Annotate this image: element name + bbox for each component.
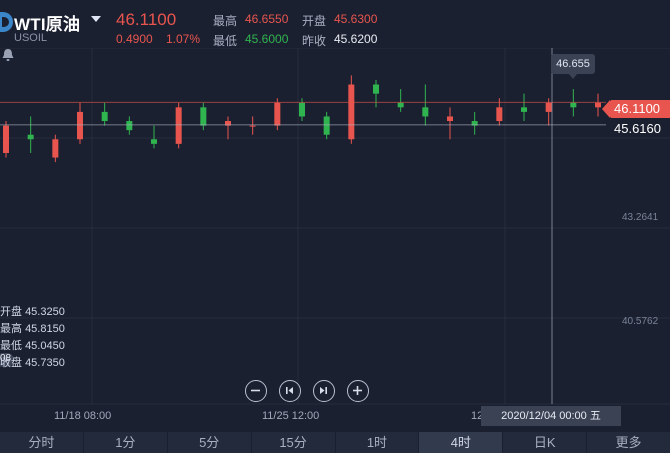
chart-overlays bbox=[0, 48, 606, 404]
quote-header: WTI原油 USOIL 46.1100 0.4900 1.07% 最高 46.6… bbox=[0, 0, 670, 48]
candle-body bbox=[373, 84, 379, 94]
prev-close-label: 昨收 bbox=[302, 34, 327, 48]
candlestick-chart[interactable]: 46.655 46.1100 45.6160 43.2641 40.5762 0… bbox=[0, 48, 670, 432]
high-value: 46.6550 bbox=[245, 12, 289, 26]
candle-body bbox=[274, 102, 281, 126]
previous-button[interactable] bbox=[279, 380, 301, 402]
candle-body bbox=[397, 102, 404, 108]
chart-controls bbox=[245, 380, 375, 404]
ohlc-close: 收盘 45.7350 bbox=[0, 355, 66, 372]
ohlc-low-label: 最低 bbox=[0, 340, 22, 352]
candle-body bbox=[545, 102, 552, 112]
candle-body bbox=[126, 121, 133, 131]
candle-body bbox=[595, 102, 601, 108]
ohlc-high-value: 45.8150 bbox=[25, 323, 65, 335]
skip-next-icon bbox=[320, 387, 327, 394]
candle-series bbox=[3, 75, 601, 163]
candle-body bbox=[422, 107, 429, 117]
instrument-name[interactable]: WTI原油 bbox=[14, 15, 81, 34]
y-axis-label: 40.5762 bbox=[622, 316, 659, 327]
x-axis-label: 11/25 12:00 bbox=[262, 410, 320, 422]
zoom-in-button[interactable] bbox=[347, 380, 369, 402]
ohlc-close-label: 收盘 bbox=[0, 357, 22, 369]
open-label: 开盘 bbox=[302, 14, 327, 28]
x-axis-label: 11/18 08:00 bbox=[54, 410, 112, 422]
candle-body bbox=[101, 111, 108, 122]
tab-fenshi[interactable]: 分时 bbox=[0, 432, 84, 453]
candle-body bbox=[471, 121, 478, 126]
ohlc-open-label: 开盘 bbox=[0, 306, 22, 318]
last-price-tag: 46.1100 bbox=[602, 100, 670, 118]
candle-body bbox=[323, 116, 330, 135]
last-price: 46.1100 bbox=[116, 10, 177, 29]
y-axis-label: 43.2641 bbox=[622, 212, 659, 223]
candle-body bbox=[151, 139, 157, 144]
candle-body bbox=[249, 125, 256, 127]
instrument-logo-icon bbox=[0, 12, 13, 32]
candle-body bbox=[447, 116, 453, 122]
high-label: 最高 bbox=[213, 14, 238, 28]
candle-body bbox=[496, 107, 503, 122]
candle-body bbox=[570, 102, 577, 108]
prev-close-value: 45.6200 bbox=[334, 32, 378, 46]
period-tabs: 分时 1分 5分 15分 1时 4时 日K 更多 bbox=[0, 432, 670, 453]
candle-body bbox=[77, 111, 83, 140]
tab-more[interactable]: 更多 bbox=[615, 435, 642, 450]
tab-daily[interactable]: 日K bbox=[503, 432, 588, 453]
ohlc-high: 最高 45.8150 bbox=[0, 321, 66, 338]
candle-body bbox=[3, 125, 9, 153]
ohlc-badge-text: 08 bbox=[0, 353, 12, 364]
ohlc-low: 最低 45.0450 bbox=[0, 338, 66, 355]
low-value: 45.6000 bbox=[245, 32, 289, 46]
high-price-tooltip: 46.655 bbox=[551, 54, 595, 79]
instrument-code: USOIL bbox=[14, 32, 48, 44]
plus-icon bbox=[353, 386, 362, 395]
x-axis-label: 12 bbox=[471, 410, 484, 422]
candle-body bbox=[348, 84, 355, 140]
tab-1hour[interactable]: 1时 bbox=[336, 432, 420, 453]
candle-body bbox=[200, 107, 207, 126]
price-change: 0.4900 bbox=[116, 32, 153, 46]
chevron-down-icon[interactable] bbox=[91, 16, 101, 22]
candle-body bbox=[299, 102, 305, 117]
minus-icon bbox=[251, 389, 260, 392]
ohlc-low-value: 45.0450 bbox=[25, 340, 65, 352]
cursor-price-tag: 45.6160 bbox=[614, 121, 661, 136]
candle-body bbox=[27, 134, 34, 140]
candle-body bbox=[521, 107, 527, 112]
ohlc-badge: 08 bbox=[0, 353, 14, 367]
chart-canvas[interactable] bbox=[0, 48, 670, 432]
next-button[interactable] bbox=[313, 380, 335, 402]
ohlc-close-value: 45.7350 bbox=[25, 357, 65, 369]
tab-5min[interactable]: 5分 bbox=[168, 432, 252, 453]
tab-1min[interactable]: 1分 bbox=[84, 432, 168, 453]
candle-body bbox=[175, 107, 182, 144]
ohlc-open: 开盘 45.3250 bbox=[0, 304, 66, 321]
zoom-out-button[interactable] bbox=[245, 380, 267, 402]
bell-icon[interactable] bbox=[0, 48, 16, 62]
open-value: 45.6300 bbox=[334, 12, 378, 26]
chart-grid bbox=[0, 48, 670, 405]
low-label: 最低 bbox=[213, 34, 238, 48]
ohlc-panel: 开盘 45.3250 最高 45.8150 最低 45.0450 收盘 45.7… bbox=[0, 304, 66, 372]
ohlc-high-label: 最高 bbox=[0, 323, 22, 335]
tab-15min[interactable]: 15分 bbox=[252, 432, 336, 453]
price-change-percent: 1.07% bbox=[166, 32, 201, 46]
candle-body bbox=[52, 139, 59, 158]
cursor-date-label: 2020/12/04 00:00 五 bbox=[481, 406, 621, 426]
tab-4hour[interactable]: 4时 bbox=[419, 432, 504, 453]
skip-previous-icon bbox=[286, 387, 293, 394]
candle-body bbox=[225, 121, 231, 126]
ohlc-open-value: 45.3250 bbox=[25, 306, 65, 318]
